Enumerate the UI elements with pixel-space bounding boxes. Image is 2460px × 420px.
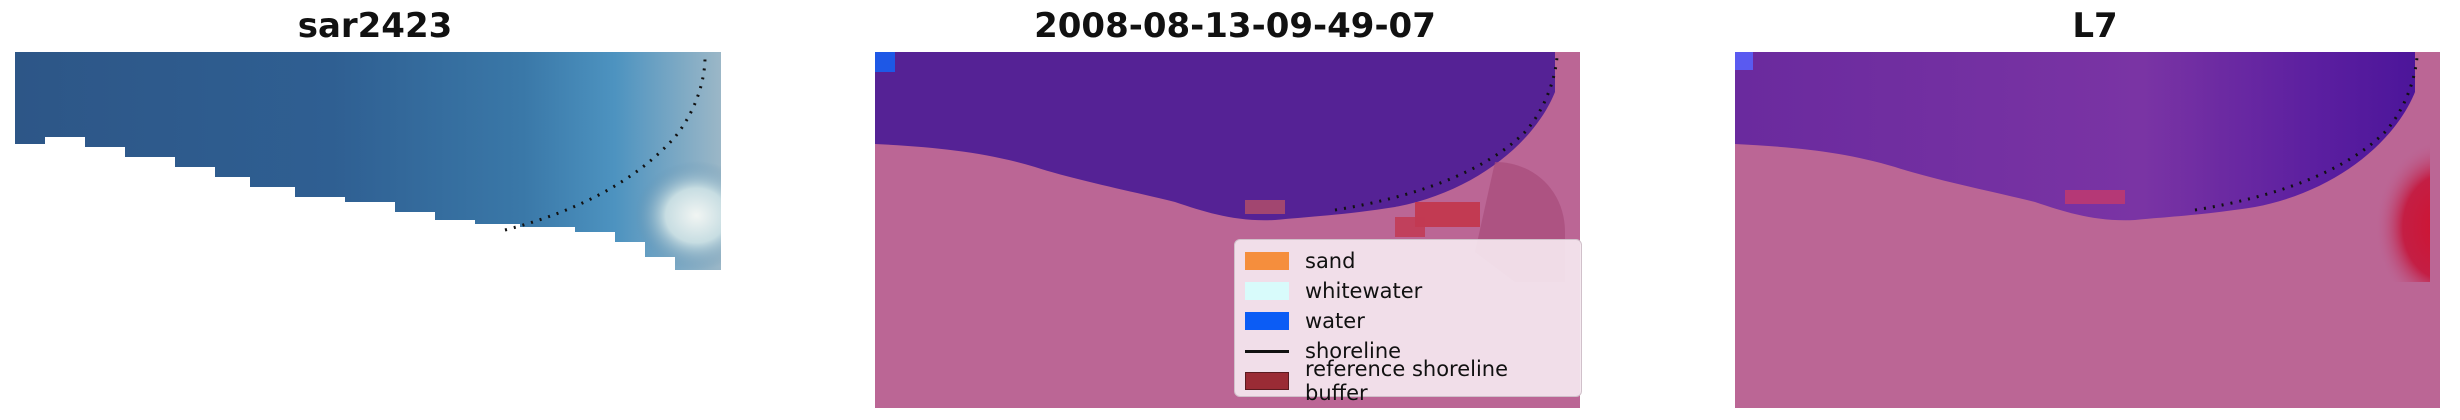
shoreline-swatch	[1245, 349, 1289, 353]
legend-label: reference shoreline buffer	[1305, 357, 1509, 405]
legend-label: whitewater	[1305, 279, 1423, 303]
legend: sand whitewater water shoreline referenc…	[1234, 239, 1582, 405]
buffer-swatch	[1245, 372, 1289, 390]
panel-title-index: L7	[2072, 6, 2118, 46]
legend-item-shoreline: shoreline	[1245, 336, 1571, 366]
panel-title-classification: 2008-08-13-09-49-07	[1034, 6, 1436, 46]
water-swatch	[1245, 312, 1289, 330]
legend-label: water	[1305, 309, 1365, 333]
legend-item-sand: sand	[1245, 246, 1571, 276]
legend-item-buffer: reference shoreline buffer	[1245, 357, 1571, 405]
panel-title-rgb: sar2423	[297, 6, 453, 46]
index-image-panel	[1735, 52, 2455, 408]
rgb-image-panel	[15, 52, 721, 272]
legend-item-water: water	[1245, 306, 1571, 336]
index-image	[1735, 52, 2455, 408]
legend-label: shoreline	[1305, 339, 1402, 363]
legend-item-whitewater: whitewater	[1245, 276, 1571, 306]
rgb-image	[15, 52, 721, 270]
sand-swatch	[1245, 252, 1289, 270]
whitewater-swatch	[1245, 282, 1289, 300]
legend-label: sand	[1305, 249, 1356, 273]
